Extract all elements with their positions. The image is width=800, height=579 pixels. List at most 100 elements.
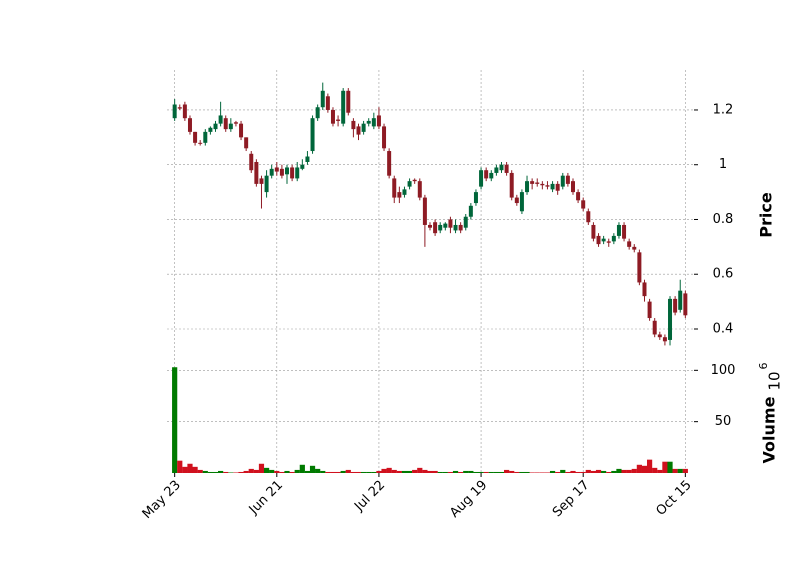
volume-bar (340, 470, 346, 473)
volume-bar (641, 465, 648, 473)
candle-body (264, 175, 269, 193)
volume-bar (601, 470, 607, 473)
candle-body (627, 241, 632, 247)
volume-bar (172, 367, 178, 473)
candle-body (290, 167, 295, 179)
candle-body (525, 181, 530, 193)
volume-bar (248, 468, 254, 473)
volume-bar (223, 471, 229, 473)
candle-body (177, 107, 182, 109)
volume-bar (243, 470, 249, 473)
candle-body (678, 290, 683, 310)
volume-offset-base: 10 (766, 371, 784, 390)
candle-body (632, 246, 637, 250)
volume-bar (636, 464, 642, 473)
candle-body (187, 118, 192, 132)
volume-bar (335, 471, 341, 473)
candle-body (325, 96, 330, 110)
volume-bar (575, 471, 581, 473)
volume-bar (662, 461, 668, 473)
candle-body (606, 241, 611, 243)
candle-body (198, 142, 203, 144)
candle-body (616, 224, 621, 236)
volume-bar (560, 469, 566, 473)
candle-body (565, 175, 570, 184)
candle-body (662, 337, 667, 342)
volume-bar (294, 469, 300, 473)
candle-body (545, 185, 550, 187)
volume-bar (263, 467, 270, 473)
candle-body (233, 122, 238, 124)
candle-body (458, 224, 463, 231)
candle-body (218, 115, 223, 124)
volume-bar (320, 470, 326, 473)
volume-axis-label: Volume (760, 396, 779, 463)
candle-body (223, 118, 228, 130)
volume-bar (585, 469, 591, 473)
volume-bar (488, 471, 494, 473)
volume-bar (483, 471, 489, 473)
volume-bar (309, 465, 316, 473)
volume-bar (611, 470, 617, 473)
volume-bar (509, 470, 515, 473)
volume-bar (478, 471, 484, 473)
candle-body (300, 164, 305, 169)
candle-body (530, 181, 535, 184)
candle-body (285, 167, 290, 175)
x-tick-label: Aug 19 (447, 478, 490, 521)
volume-bar (401, 470, 408, 473)
volume-bar (595, 469, 602, 473)
volume-bar (253, 469, 259, 473)
volume-bar (514, 471, 520, 473)
candle-body (591, 224, 596, 239)
volume-bar (606, 471, 612, 473)
candle-body (652, 320, 657, 335)
volume-bar (371, 471, 377, 473)
candle-body (351, 120, 356, 130)
volume-bar (299, 464, 305, 473)
candle-body (468, 205, 473, 217)
candle-body (356, 126, 361, 135)
candle-body (412, 179, 417, 182)
candle-body (269, 168, 274, 176)
candle-body (550, 183, 555, 190)
volume-bar (212, 471, 219, 473)
candle-body (208, 127, 213, 132)
candle-body (407, 181, 412, 187)
volume-bar (289, 471, 295, 473)
y-tick-label: 0.8 (713, 212, 734, 227)
volume-bar (519, 471, 525, 473)
volume-bar (468, 470, 474, 473)
candle-body (213, 123, 218, 130)
candle-body (673, 298, 678, 313)
candle-body (637, 252, 642, 283)
volume-bar (672, 468, 678, 473)
volume-bar (544, 472, 551, 473)
volume-bar (432, 470, 438, 473)
volume-bar (570, 470, 576, 473)
candle-body (433, 222, 438, 234)
volume-bar (396, 470, 402, 473)
volume-bar (652, 467, 658, 473)
volume-bar (207, 471, 214, 473)
volume-bar (218, 470, 224, 473)
candle-body (448, 219, 453, 228)
candle-body (428, 224, 432, 228)
candle-body (494, 167, 499, 173)
volume-bar (463, 470, 469, 473)
candle-body (555, 183, 560, 191)
candle-body (489, 172, 494, 179)
volume-bar (345, 469, 351, 473)
candle-body (172, 104, 177, 119)
candle-body (611, 235, 616, 242)
candle-body (683, 293, 688, 316)
volume-bar (529, 472, 535, 473)
candle-body (239, 123, 244, 138)
volume-bar (258, 463, 265, 473)
candle-body (647, 301, 652, 319)
candle-body (514, 197, 519, 204)
candle-body (346, 90, 351, 113)
candle-body (504, 164, 509, 173)
candle-body (279, 168, 284, 176)
candle-body (366, 120, 371, 124)
